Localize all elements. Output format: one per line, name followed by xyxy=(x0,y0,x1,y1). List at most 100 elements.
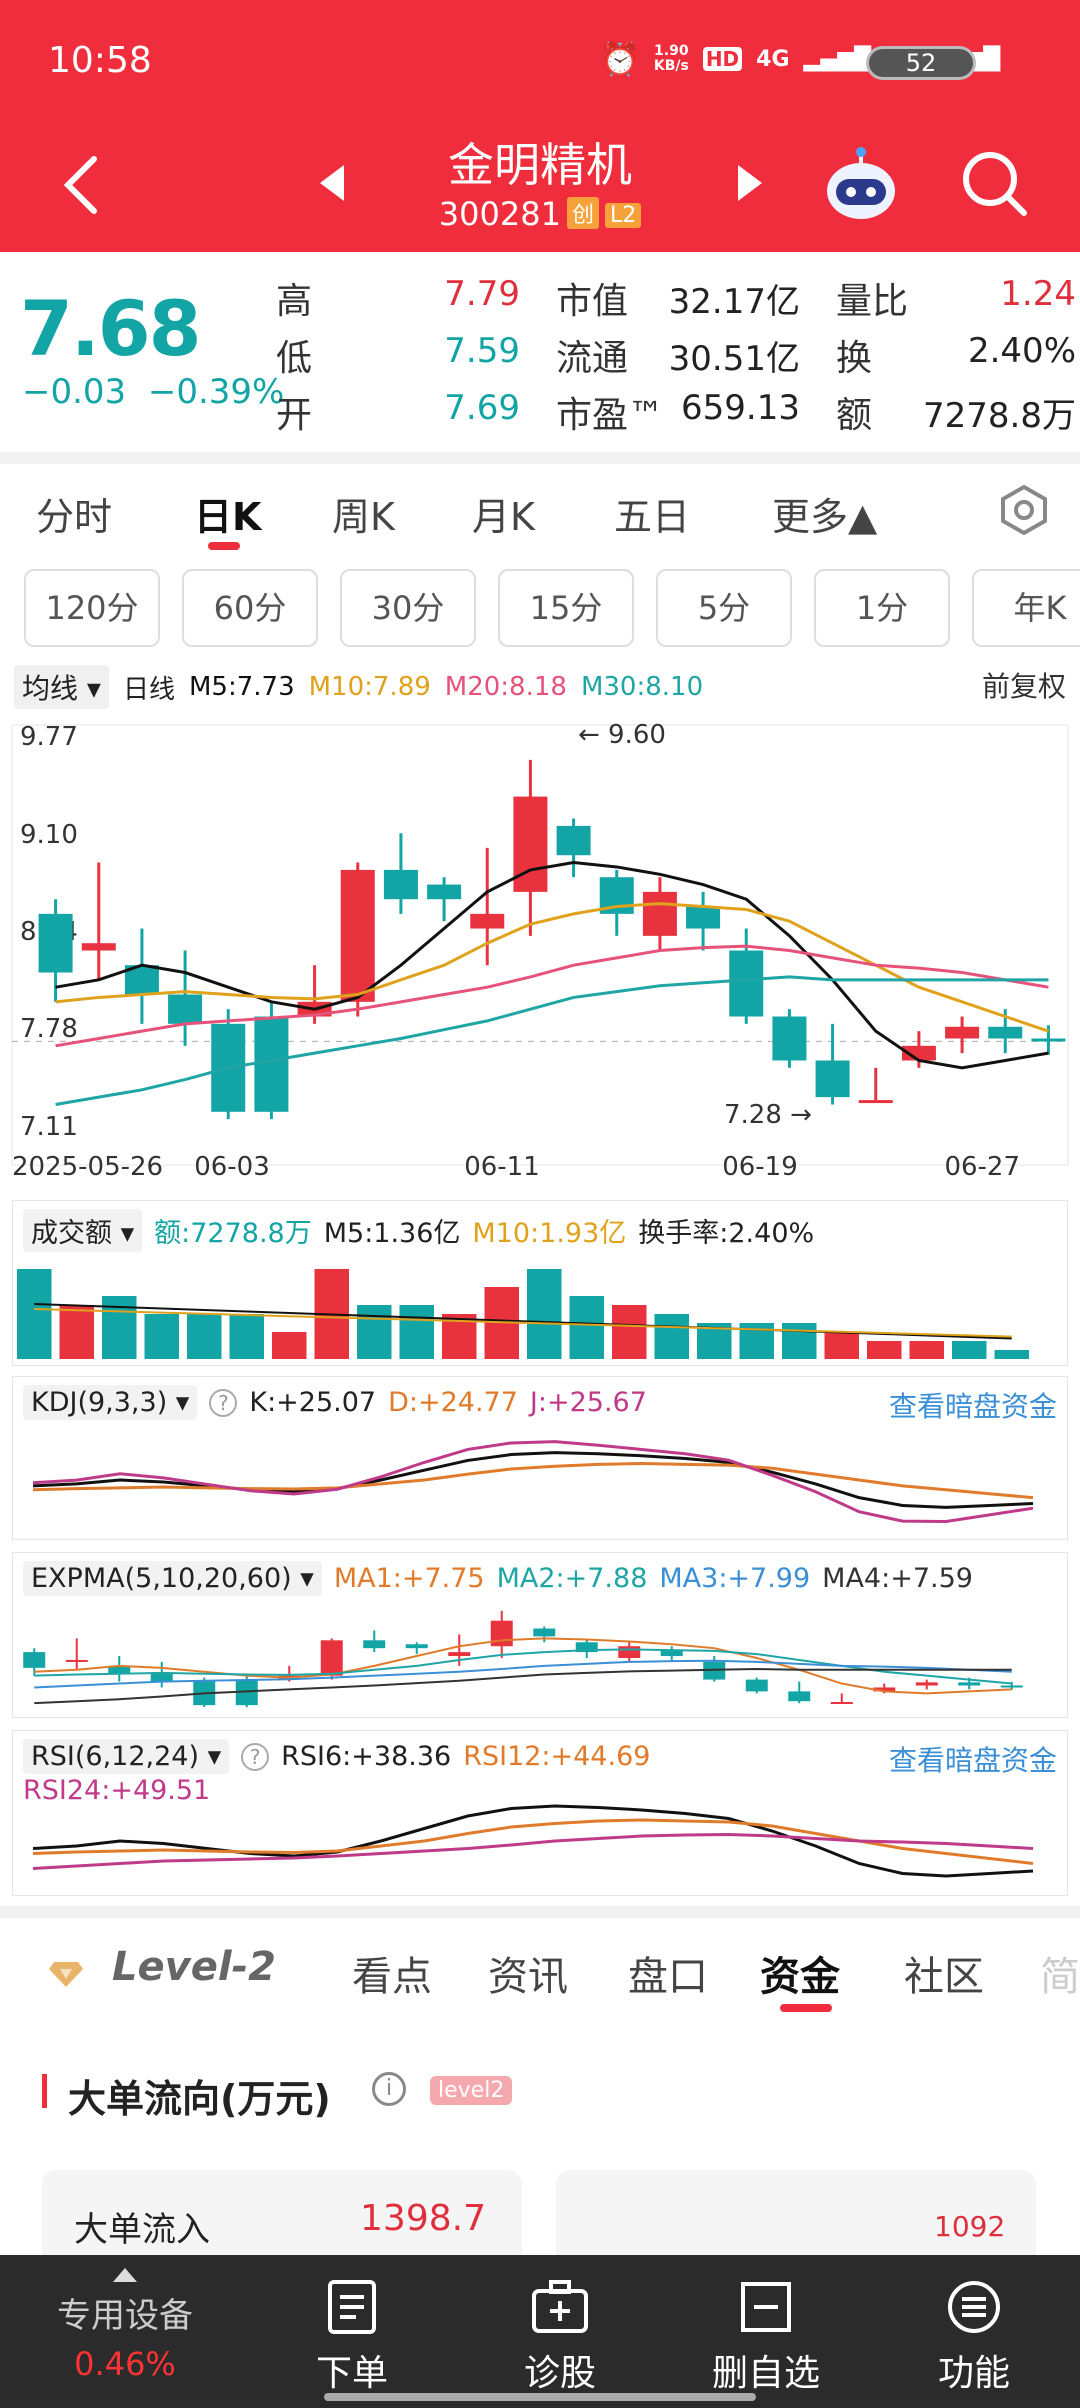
tab-highlights[interactable]: 看点 xyxy=(352,1954,432,2000)
volume-bar xyxy=(229,1314,264,1359)
gem-tag: 创 xyxy=(566,197,599,229)
tab-funds[interactable]: 资金 xyxy=(760,1954,840,2000)
kdj-j: J:+25.67 xyxy=(529,1387,647,1418)
function-button[interactable]: 功能 xyxy=(884,2279,1064,2396)
net-4g: 4G xyxy=(756,46,790,72)
tab-level2[interactable]: Level-2 xyxy=(112,1944,276,1990)
rsi24-line xyxy=(32,1832,1034,1870)
tab-brief[interactable]: 简 xyxy=(1040,1954,1080,2000)
volume-bar xyxy=(59,1305,94,1359)
candle-body xyxy=(470,913,505,929)
kline-period-tabs: 分时 日K 周K 月K 五日 更多▲ xyxy=(0,464,1080,560)
candle-body xyxy=(38,913,73,973)
dark-pool-link[interactable]: 查看暗盘资金 xyxy=(888,1390,1057,1423)
kdj-selector[interactable]: KDJ(9,3,3) ▾ xyxy=(23,1385,198,1420)
device-label: 专用设备 xyxy=(57,2296,193,2336)
expma-selector[interactable]: EXPMA(5,10,20,60) ▾ xyxy=(23,1561,322,1596)
remove-label: 删自选 xyxy=(711,2353,820,2394)
diagnose-button[interactable]: 诊股 xyxy=(470,2279,650,2396)
tab-weekly-k[interactable]: 周K xyxy=(332,495,395,539)
volume-bar xyxy=(654,1314,689,1359)
flow-in-card: 大单流入 1398.7 xyxy=(42,2170,522,2270)
turnover-rate: 换手率:2.40% xyxy=(638,1218,815,1249)
rsi6: RSI6:+38.36 xyxy=(281,1741,452,1772)
flow-in-value: 1398.7 xyxy=(360,2198,486,2239)
tab-news[interactable]: 资讯 xyxy=(488,1954,568,2000)
quote-value: 659.13 xyxy=(681,388,800,428)
ma-selector[interactable]: 均线 ▾ xyxy=(14,665,109,709)
flow-bar-card: 1092 xyxy=(556,2170,1036,2270)
remove-watchlist-button[interactable]: 删自选 xyxy=(676,2279,856,2396)
candle-body xyxy=(686,906,721,929)
low-price-label: 7.28 → xyxy=(724,1100,812,1130)
expma-candle xyxy=(533,1628,556,1637)
rsi24: RSI24:+49.51 xyxy=(23,1775,211,1806)
divider xyxy=(0,1906,1080,1918)
help-icon[interactable]: ? xyxy=(209,1388,238,1417)
btn-30min[interactable]: 30分 xyxy=(340,569,476,647)
robot-assistant-icon[interactable] xyxy=(820,145,902,227)
candle-body xyxy=(988,1026,1023,1039)
bottom-bar: 专用设备 0.46% 下单 诊股 删自选 功能 xyxy=(0,2255,1080,2408)
volume-panel: 成交额 ▾ 额:7278.8万 M5:1.36亿 M10:1.93亿 换手率:2… xyxy=(12,1200,1068,1366)
prev-stock-icon[interactable] xyxy=(318,163,346,203)
volume-m10: M10:1.93亿 xyxy=(472,1218,627,1249)
tab-more[interactable]: 更多▲ xyxy=(772,495,878,539)
expma-m5-line xyxy=(34,1637,1012,1695)
tab-timeshare[interactable]: 分时 xyxy=(36,495,113,539)
volume-bar xyxy=(867,1341,902,1359)
m20-line xyxy=(55,944,1049,1048)
expma-candle xyxy=(915,1682,938,1686)
order-button[interactable]: 下单 xyxy=(262,2279,442,2396)
btn-1min[interactable]: 1分 xyxy=(814,569,950,647)
help-icon-rsi[interactable]: ? xyxy=(241,1742,270,1771)
adjust-mode[interactable]: 前复权 xyxy=(981,670,1066,703)
diagnose-case-icon xyxy=(532,2280,588,2333)
info-icon[interactable]: i xyxy=(372,2072,406,2106)
tab-daily-k[interactable]: 日K xyxy=(194,495,262,539)
rsi-selector[interactable]: RSI(6,12,24) ▾ xyxy=(23,1739,230,1774)
back-arrow-icon[interactable] xyxy=(62,155,102,215)
chart-frame xyxy=(11,724,1069,1166)
tab-community[interactable]: 社区 xyxy=(904,1954,984,2000)
btn-120min[interactable]: 120分 xyxy=(24,569,160,647)
btn-year-k[interactable]: 年K xyxy=(972,569,1080,647)
kdj-svg xyxy=(32,1440,1034,1524)
quote-label: 换 xyxy=(836,338,873,379)
order-doc-icon xyxy=(328,2280,376,2334)
volume-bar xyxy=(909,1341,944,1359)
device-sector[interactable]: 专用设备 0.46% xyxy=(30,2267,220,2383)
quote-label: 市值 xyxy=(556,281,629,322)
search-icon[interactable] xyxy=(960,149,1030,219)
dark-pool-link-2[interactable]: 查看暗盘资金 xyxy=(888,1744,1057,1777)
y-tick-label: 7.11 xyxy=(20,1112,78,1142)
expma-candle xyxy=(23,1652,46,1668)
rsi12: RSI12:+44.69 xyxy=(463,1741,651,1772)
btn-5min[interactable]: 5分 xyxy=(656,569,792,647)
function-label: 功能 xyxy=(937,2353,1010,2394)
flow-in-label: 大单流入 xyxy=(74,2210,210,2250)
device-pct: 0.46% xyxy=(74,2345,176,2383)
header-background xyxy=(0,0,1080,252)
btn-15min[interactable]: 15分 xyxy=(498,569,634,647)
flow-accent-bar xyxy=(42,2074,47,2108)
settings-hex-icon[interactable] xyxy=(998,484,1050,536)
candle-body xyxy=(729,950,764,1017)
quote-label: 市盈™ xyxy=(556,395,665,436)
btn-60min[interactable]: 60分 xyxy=(182,569,318,647)
next-stock-icon[interactable] xyxy=(736,163,764,203)
tab-five-day[interactable]: 五日 xyxy=(614,495,691,539)
volume-bar xyxy=(102,1296,137,1359)
tab-monthly-k[interactable]: 月K xyxy=(472,495,535,539)
volume-svg xyxy=(17,1269,1029,1359)
x-axis-label: 06-19 xyxy=(722,1152,798,1182)
expma-candle xyxy=(320,1640,343,1676)
expma-candle xyxy=(150,1673,173,1682)
volume-bar xyxy=(994,1350,1029,1359)
volume-selector[interactable]: 成交额 ▾ xyxy=(23,1209,143,1252)
expma-ma1: MA1:+7.75 xyxy=(333,1563,485,1594)
minus-box-icon xyxy=(741,2282,791,2332)
tab-orderbook[interactable]: 盘口 xyxy=(628,1954,708,2000)
kdj-header: KDJ(9,3,3) ▾ ? K:+25.07 D:+24.77 J:+25.6… xyxy=(23,1385,647,1420)
candle-body xyxy=(858,1100,893,1104)
